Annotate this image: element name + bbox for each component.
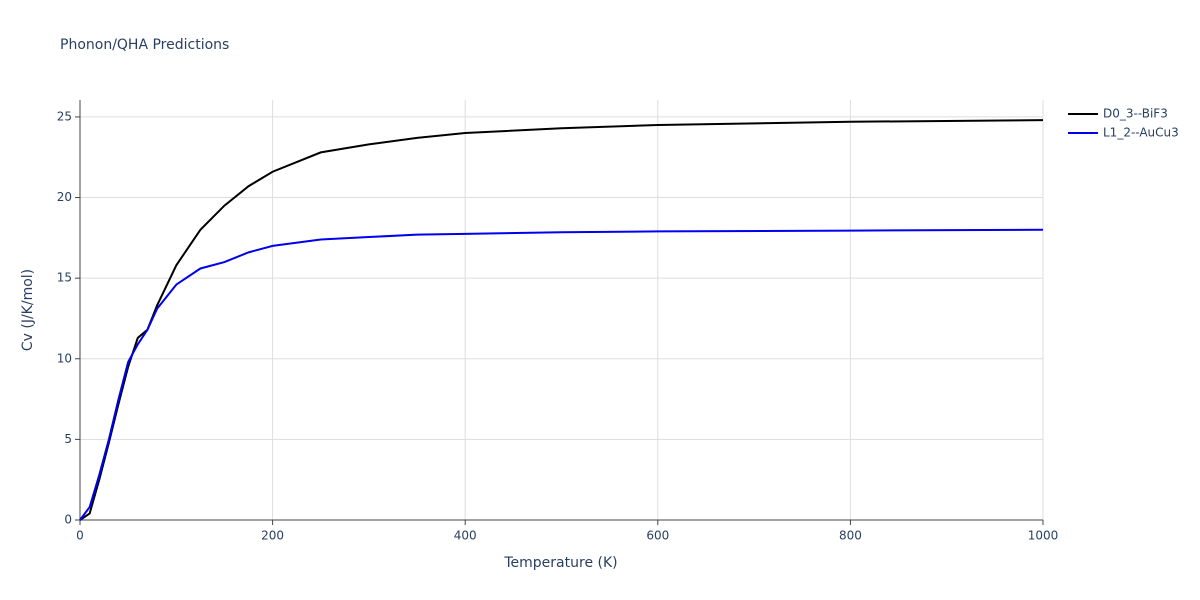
x-tick-label: 800: [839, 529, 862, 543]
x-tick-label: 200: [261, 529, 284, 543]
y-tick-label: 0: [64, 513, 72, 527]
y-tick-label: 15: [57, 271, 72, 285]
x-tick-label: 400: [454, 529, 477, 543]
x-tick-label: 1000: [1028, 529, 1059, 543]
legend-label: L1_2--AuCu3: [1103, 126, 1179, 140]
line-series: [79, 228, 1044, 521]
y-tick-label: 10: [57, 351, 72, 365]
x-tick-label: 600: [646, 529, 669, 543]
x-axis-title: Temperature (K): [503, 555, 617, 571]
x-tick-label: 0: [76, 529, 84, 543]
y-tick-label: 25: [57, 109, 72, 123]
y-tick-label: 20: [57, 190, 72, 204]
y-axis-title: Cv (J/K/mol): [20, 269, 36, 351]
y-tick-label: 5: [64, 432, 72, 446]
chart-title: Phonon/QHA Predictions: [60, 37, 229, 53]
line-series: [79, 119, 1044, 521]
legend-label: D0_3--BiF3: [1103, 107, 1168, 121]
